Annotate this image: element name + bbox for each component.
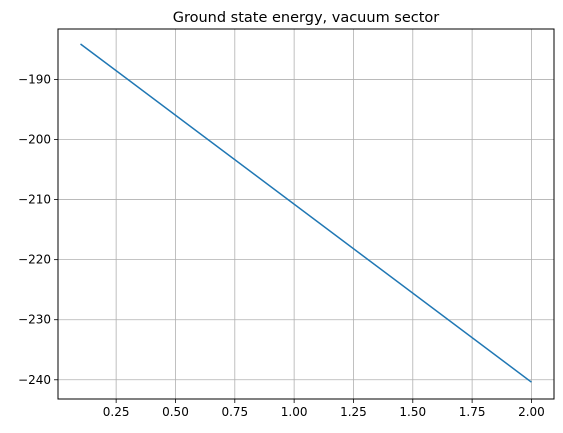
x-axis: 0.25 0.50 0.75 1.00 1.25 1.50 1.75 2.00 — [103, 399, 545, 419]
y-tick-label: −190 — [18, 72, 51, 86]
y-tick-label: −220 — [18, 253, 51, 267]
x-tick-label: 0.50 — [162, 405, 189, 419]
x-tick-label: 1.00 — [281, 405, 308, 419]
y-tick-label: −240 — [18, 373, 51, 387]
series-group — [80, 43, 532, 383]
x-tick-label: 1.25 — [340, 405, 367, 419]
plot-frame — [57, 28, 555, 400]
x-tick-label: 0.25 — [103, 405, 130, 419]
series-line — [80, 43, 532, 383]
y-axis: −190 −200 −210 −220 −230 −240 — [18, 72, 58, 387]
y-tick-label: −210 — [18, 193, 51, 207]
x-tick-label: 0.75 — [221, 405, 248, 419]
grid — [58, 29, 554, 399]
x-tick-label: 1.75 — [459, 405, 486, 419]
y-tick-label: −200 — [18, 133, 51, 147]
y-tick-label: −230 — [18, 313, 51, 327]
chart-title: Ground state energy, vacuum sector — [173, 10, 440, 26]
x-tick-label: 1.50 — [399, 405, 426, 419]
x-tick-label: 2.00 — [518, 405, 545, 419]
